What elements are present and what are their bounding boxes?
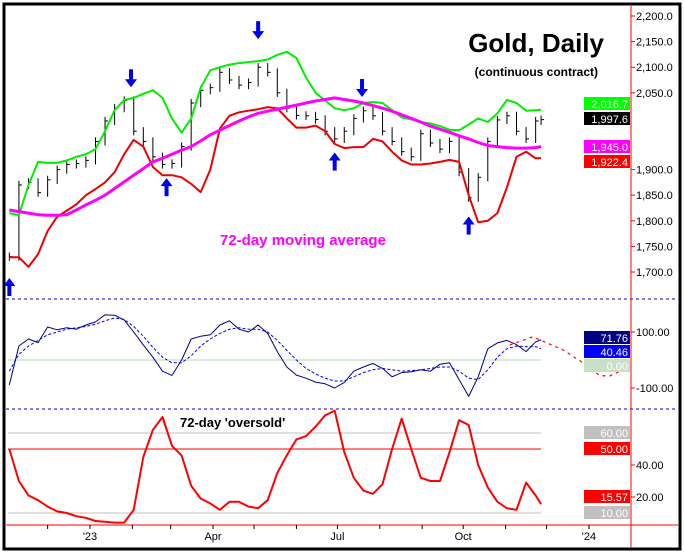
arrow-down-icon xyxy=(252,21,265,40)
arrow-head xyxy=(160,178,173,187)
x-tick-label: Apr xyxy=(204,531,221,543)
y-tick-label: 100.00 xyxy=(636,327,670,339)
last-value-label: 10.00 xyxy=(600,508,628,520)
last-value-box xyxy=(584,140,630,153)
arrow-up-icon xyxy=(160,178,173,197)
signal-line xyxy=(8,317,542,382)
last-value-label: 1,997.6 xyxy=(591,114,628,126)
oversold-annotation: 72-day 'oversold' xyxy=(180,415,285,430)
arrow-up-icon xyxy=(462,216,475,235)
x-tick-label: Oct xyxy=(455,531,472,543)
arrow-shaft xyxy=(256,21,261,33)
arrow-shaft xyxy=(360,79,365,91)
last-value-box xyxy=(584,97,630,110)
last-value-box xyxy=(584,359,630,372)
arrow-up-icon xyxy=(328,152,341,171)
last-value-box xyxy=(584,426,630,439)
y-tick-label: 2,100.0 xyxy=(636,62,673,74)
moving-average-72-line xyxy=(9,96,542,217)
arrow-down-icon xyxy=(125,69,138,88)
x-tick-label: '24 xyxy=(582,531,596,543)
last-value-box xyxy=(584,112,630,125)
arrow-head xyxy=(328,152,341,161)
y-tick-label: 40.00 xyxy=(636,460,664,472)
y-tick-label: 2,050.0 xyxy=(636,88,673,100)
last-value-box xyxy=(584,506,630,519)
oversold-cycle-line xyxy=(8,409,542,524)
last-value-label: 71.76 xyxy=(600,333,628,345)
x-tick-label: '23 xyxy=(83,531,97,543)
last-value-label: 40.46 xyxy=(600,347,628,359)
y-tick-label: 2,150.0 xyxy=(636,37,673,49)
arrow-down-icon xyxy=(356,79,369,98)
y-tick-label: 1,700.0 xyxy=(636,267,673,279)
upper-band-line xyxy=(9,50,542,217)
last-value-label: 1,945.0 xyxy=(591,142,628,154)
oscillator-panel xyxy=(8,314,631,397)
last-value-label: 60.00 xyxy=(600,428,628,440)
last-value-box xyxy=(584,331,630,344)
arrow-shaft xyxy=(164,185,169,197)
chart-subtitle: (continuous contract) xyxy=(475,65,598,79)
last-value-label: 15.57 xyxy=(600,492,628,504)
last-value-label: 50.00 xyxy=(600,444,628,456)
axes: '23 Apr Jul Oct '24 2,200.0 2,150.0 2,100.0 2,05… xyxy=(6,6,678,548)
price-panel xyxy=(3,21,545,296)
arrow-shaft xyxy=(7,285,12,296)
last-value-box xyxy=(584,155,630,168)
projection-line xyxy=(509,336,631,377)
y-tick-label: -100.00 xyxy=(636,383,673,395)
arrow-head xyxy=(125,79,138,88)
y-tick-label: 2,200.0 xyxy=(636,11,673,23)
arrow-shaft xyxy=(332,159,337,171)
y-tick-label: 1,850.0 xyxy=(636,190,673,202)
oscillator-line xyxy=(8,314,542,397)
arrow-shaft xyxy=(466,223,471,235)
last-value-label: 1,922.4 xyxy=(591,157,628,169)
last-value-label: 2,016.7 xyxy=(591,99,628,111)
chart-title: Gold, Daily xyxy=(468,28,604,58)
arrow-head xyxy=(252,31,265,40)
last-value-label: 0.00 xyxy=(607,361,628,373)
last-value-box xyxy=(584,442,630,455)
y-tick-label: 1,900.0 xyxy=(636,165,673,177)
y-tick-label: 20.00 xyxy=(636,492,664,504)
arrow-head xyxy=(462,216,475,225)
arrow-shaft xyxy=(129,69,134,81)
arrow-head xyxy=(356,89,369,98)
arrow-head xyxy=(3,278,16,286)
ma-annotation: 72-day moving average xyxy=(220,232,386,249)
y-tick-label: 1,750.0 xyxy=(636,241,673,253)
last-value-box xyxy=(584,345,630,358)
x-tick-label: Jul xyxy=(330,531,344,543)
last-value-box xyxy=(584,490,630,503)
arrow-up-icon xyxy=(3,278,16,296)
cycle-panel xyxy=(8,409,542,524)
y-tick-label: 1,800.0 xyxy=(636,216,673,228)
